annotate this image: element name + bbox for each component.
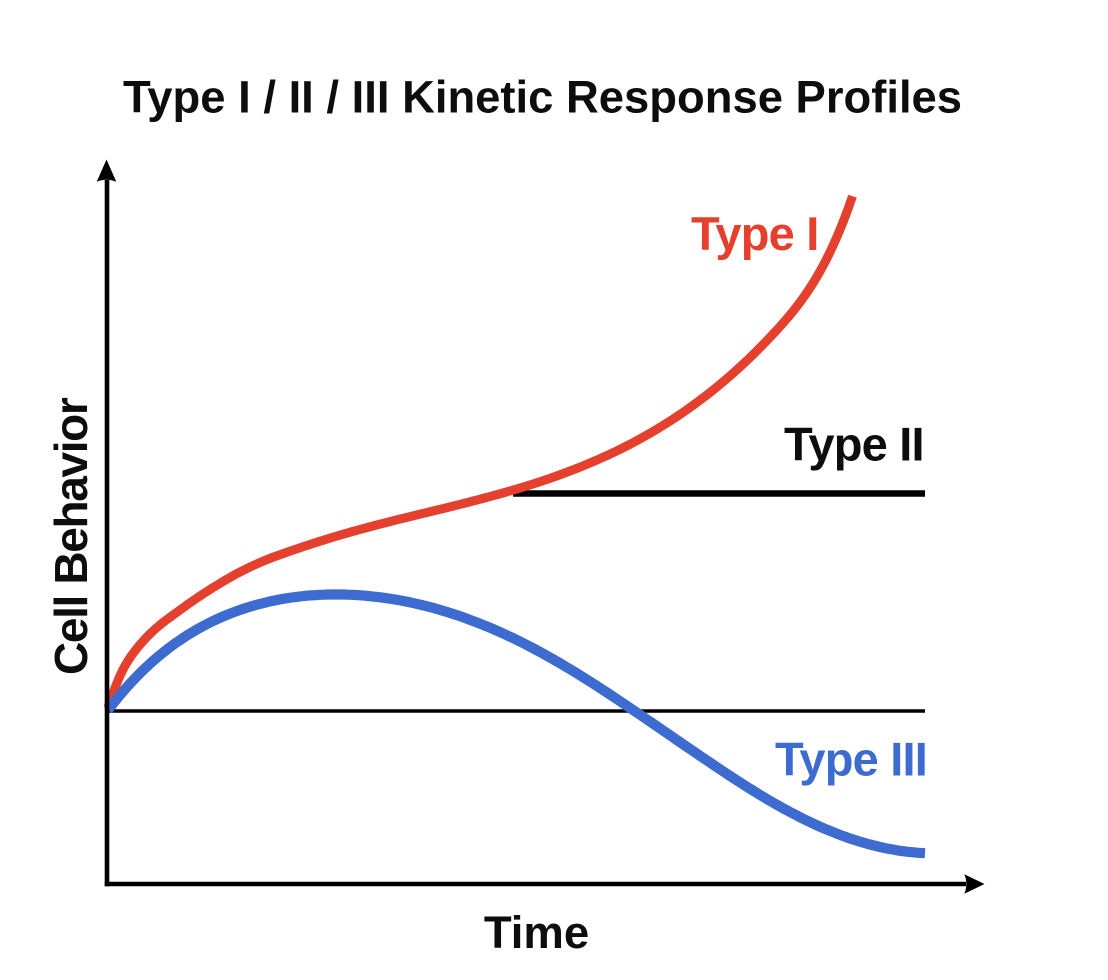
svg-text:Type I / II / III Kinetic Resp: Type I / II / III Kinetic Response Profi… (123, 72, 962, 123)
svg-text:Type III: Type III (775, 733, 927, 786)
svg-text:Type I: Type I (691, 207, 819, 260)
svg-text:Type II: Type II (784, 418, 924, 471)
svg-text:Time: Time (484, 907, 589, 958)
svg-text:Cell Behavior: Cell Behavior (45, 397, 97, 675)
